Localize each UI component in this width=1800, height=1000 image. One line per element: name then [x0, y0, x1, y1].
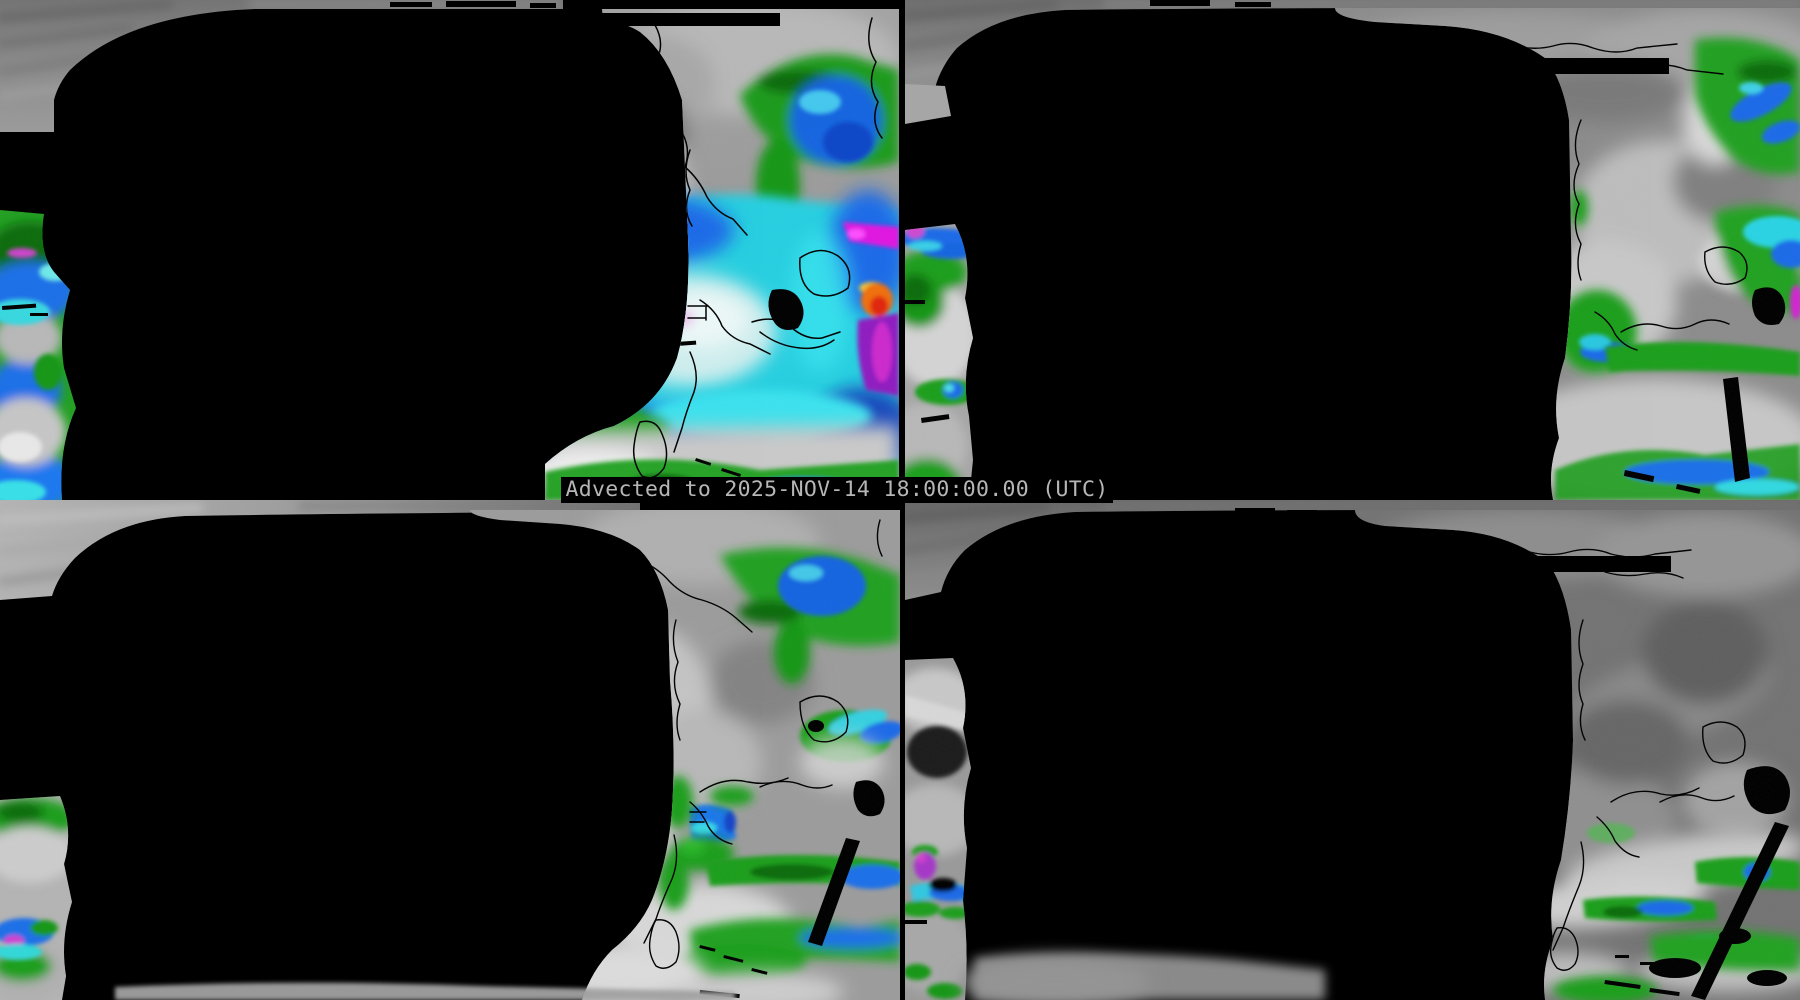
- satellite-map-bottom-right: [905, 500, 1800, 1000]
- satellite-map-top-left: [0, 0, 900, 500]
- scan-gap-marks: [1150, 0, 1669, 74]
- left-precip-strip: [905, 658, 971, 1000]
- bottom-limb-strip: [115, 982, 735, 1000]
- cloud-imagery-layer: [1355, 510, 1800, 1000]
- satellite-map-bottom-left: [0, 500, 900, 1000]
- bottom-limb-strip: [960, 953, 1325, 1000]
- quadrant-top-right: [905, 0, 1800, 500]
- scan-gap-marks: [1235, 508, 1671, 572]
- quadrant-bottom-right: [905, 500, 1800, 1000]
- timestamp-caption: Advected to 2025-NOV-14 18:00:00.00 (UTC…: [561, 477, 1113, 503]
- left-precip-strip: [0, 796, 72, 1000]
- quadrant-bottom-left: [0, 500, 900, 1000]
- scan-gap-marks: [390, 1, 780, 26]
- quadrant-top-left: [0, 0, 900, 500]
- satellite-map-top-right: [905, 0, 1800, 500]
